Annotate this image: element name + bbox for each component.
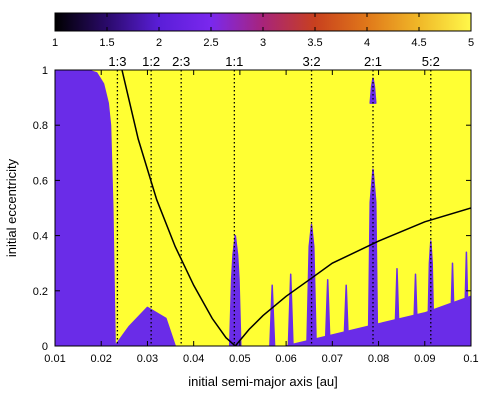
x-tick-label: 0.08 (368, 353, 389, 365)
plot-area: 1:3 1:2 2:3 1:1 3:2 2:1 5:2 (55, 54, 471, 346)
stable-region-outer-bottom (285, 295, 471, 346)
x-tick-label: 0.09 (414, 353, 435, 365)
plot-content (55, 70, 471, 346)
x-axis-label: initial semi-major axis [au] (188, 374, 338, 389)
y-tick-label: 1 (42, 65, 48, 77)
stable-region-inner (55, 70, 116, 346)
y-axis-label: initial eccentricity (4, 158, 19, 257)
chaotic-region (55, 70, 471, 346)
y-tick-label: 0.8 (33, 120, 48, 132)
stable-region-1:1 (228, 234, 242, 346)
x-tick-label: 0.06 (275, 353, 296, 365)
x-tick-label: 0.1 (463, 353, 478, 365)
x-tick-label: 0.01 (44, 353, 65, 365)
colorbar-tick-label: 5 (468, 37, 474, 49)
stable-region-left-bottom (114, 306, 176, 346)
colorbar-tick-label: 4.5 (411, 37, 426, 49)
collision-curve-inner (121, 70, 236, 346)
plot-frame (54, 69, 472, 347)
stable-region-spike-0.061 (287, 273, 294, 346)
stable-region-2:1 (367, 168, 379, 346)
colorbar-tick-label: 2 (156, 37, 162, 49)
stable-region-spike-0.057 (269, 284, 276, 346)
y-tick-label: 0 (42, 341, 48, 353)
x-tick-label: 0.03 (137, 353, 158, 365)
colorbar-tick-label: 3 (260, 37, 266, 49)
resonance-label: 5:2 (422, 54, 440, 69)
colorbar-tick-label: 2.5 (203, 37, 218, 49)
colorbar-tick-label: 3.5 (307, 37, 322, 49)
resonance-label: 1:3 (108, 54, 126, 69)
x-tick-label: 0.05 (229, 353, 250, 365)
resonance-label: 1:2 (142, 54, 160, 69)
collision-curve-outer (234, 207, 471, 346)
colorbar-tick-label: 1 (52, 37, 58, 49)
resonance-label: 2:1 (364, 54, 382, 69)
resonance-label: 1:1 (225, 54, 243, 69)
resonance-label: 2:3 (172, 54, 190, 69)
axes: 0.01 0.02 0.03 0.04 0.05 0.06 0.07 0.08 0.09 0.1 0… (33, 65, 479, 365)
stable-region-3:2 (306, 223, 317, 346)
x-tick-label: 0.02 (91, 353, 112, 365)
colorbar-tick-label: 1.5 (99, 37, 114, 49)
colorbar-tick-label: 4 (364, 37, 370, 49)
y-tick-label: 0.4 (33, 231, 48, 243)
colorbar: 1 1.5 2 2.5 3 3.5 4 4.5 5 (52, 12, 474, 49)
x-tick-label: 0.04 (183, 353, 204, 365)
stable-region-spike-0.069 (324, 279, 331, 346)
x-tick-label: 0.07 (322, 353, 343, 365)
resonance-label: 3:2 (302, 54, 320, 69)
y-tick-label: 0.6 (33, 175, 48, 187)
y-tick-label: 0.2 (33, 286, 48, 298)
